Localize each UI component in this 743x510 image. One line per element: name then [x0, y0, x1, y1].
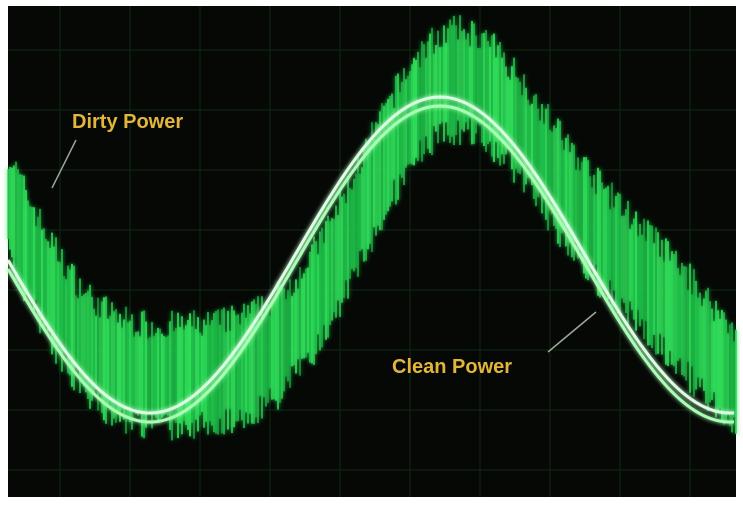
page: Dirty Power Clean Power (() => { const d…: [0, 0, 743, 510]
scope-photo: Dirty Power Clean Power: [0, 0, 743, 505]
annotation: Dirty Power: [72, 111, 183, 133]
annotation: Clean Power: [392, 356, 512, 378]
